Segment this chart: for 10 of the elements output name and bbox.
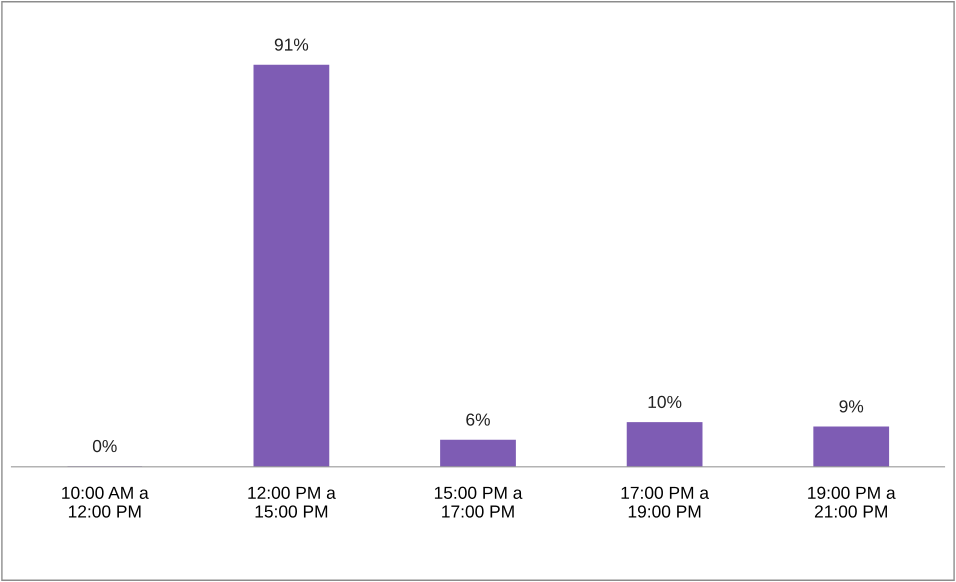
- x-tick-label: 17:00 PM a 19:00 PM: [622, 486, 710, 518]
- x-tick-label: 10:00 AM a 12:00 PM: [62, 486, 149, 518]
- data-label: 0%: [92, 440, 117, 452]
- x-tick-label: 15:00 PM a 17:00 PM: [434, 486, 522, 518]
- data-label: 6%: [466, 413, 490, 426]
- x-tick-label: 19:00 PM a 21:00 PM: [808, 486, 896, 518]
- data-label: 9%: [839, 400, 864, 413]
- data-label: 91%: [274, 38, 308, 51]
- data-label: 10%: [648, 396, 682, 408]
- x-tick-label: 12:00 PM a 15:00 PM: [248, 486, 336, 518]
